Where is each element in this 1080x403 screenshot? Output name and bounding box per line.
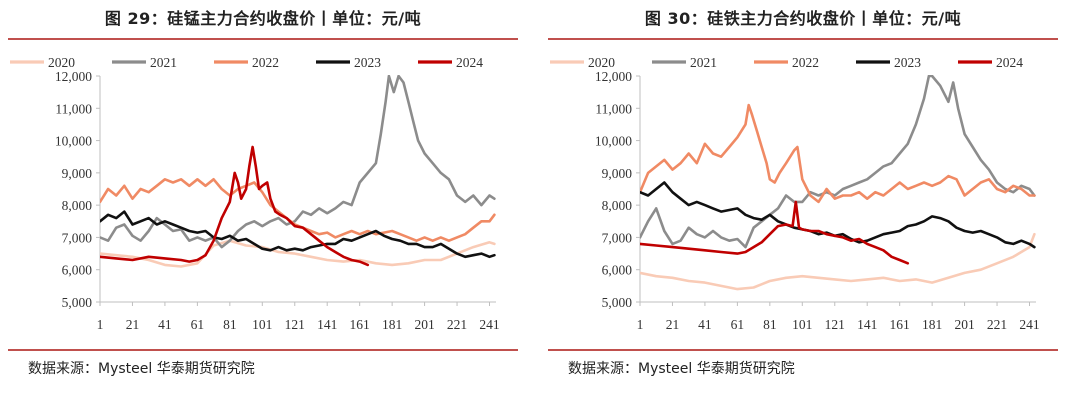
x-tick-label: 181: [382, 317, 402, 332]
x-tick-label: 1: [637, 317, 644, 332]
title-divider: [548, 38, 1058, 40]
x-tick-label: 101: [252, 317, 272, 332]
chart-title: 图 30：硅铁主力合约收盘价丨单位：元/吨: [644, 9, 962, 28]
x-tick-label: 141: [857, 317, 877, 332]
chart-title: 图 29：硅锰主力合约收盘价丨单位：元/吨: [104, 9, 422, 28]
series-line-2021: [100, 75, 496, 249]
y-tick-label: 5,000: [602, 295, 633, 310]
x-tick-label: 61: [731, 317, 745, 332]
series-line-2022: [640, 103, 1036, 204]
series-line-2023: [100, 210, 496, 259]
x-tick-label: 1: [97, 317, 104, 332]
y-tick-label: 9,000: [62, 166, 93, 181]
x-tick-label: 161: [350, 317, 370, 332]
y-tick-label: 8,000: [602, 198, 633, 213]
source-note: 数据来源：Mysteel 华泰期货研究院: [568, 361, 795, 377]
x-tick-label: 21: [126, 317, 140, 332]
legend-label: 2023: [894, 55, 921, 70]
legend-item-2021: 2021: [652, 55, 717, 70]
line-chart-ferrosilicon: 2020 2021 2022 2023 2024 5,000 6,000 7,000 8,000…: [550, 55, 1040, 332]
x-tick-label: 41: [158, 317, 172, 332]
chart-panel-silicon-manganese: 图 29：硅锰主力合约收盘价丨单位：元/吨 2020 2021 2022 2023 20…: [8, 0, 538, 403]
x-tick-label: 81: [223, 317, 237, 332]
series-line-2021: [640, 75, 1036, 249]
x-tick-label: 201: [414, 317, 434, 332]
y-tick-label: 12,000: [55, 69, 92, 84]
x-tick-label: 121: [285, 317, 305, 332]
y-tick-label: 6,000: [602, 263, 633, 278]
y-tick-label: 10,000: [55, 134, 92, 149]
x-tick-label: 221: [987, 317, 1007, 332]
y-tick-label: 6,000: [62, 263, 93, 278]
legend-label: 2022: [792, 55, 819, 70]
legend-label: 2021: [690, 55, 717, 70]
x-tick-label: 241: [479, 317, 499, 332]
x-tick-label: 241: [1019, 317, 1039, 332]
y-tick-label: 11,000: [595, 101, 632, 116]
source-divider: [8, 349, 518, 351]
x-tick-label: 201: [954, 317, 974, 332]
legend-item-2024: 2024: [418, 55, 483, 70]
y-tick-label: 12,000: [595, 69, 632, 84]
x-tick-label: 121: [825, 317, 845, 332]
x-tick-label: 81: [763, 317, 777, 332]
source-note: 数据来源：Mysteel 华泰期货研究院: [28, 361, 255, 377]
y-tick-label: 11,000: [55, 101, 92, 116]
x-tick-label: 161: [890, 317, 910, 332]
x-tick-label: 181: [922, 317, 942, 332]
series-line-2023: [640, 181, 1036, 249]
x-tick-label: 41: [698, 317, 712, 332]
source-divider: [548, 349, 1058, 351]
legend-label: 2022: [252, 55, 279, 70]
series-line-2020: [100, 239, 496, 268]
title-divider: [8, 38, 518, 40]
legend-item-2022: 2022: [214, 55, 279, 70]
legend-item-2023: 2023: [856, 55, 921, 70]
legend-item-2020: 2020: [550, 55, 615, 70]
legend-label: 2024: [996, 55, 1023, 70]
series-line-2024: [640, 200, 910, 265]
y-tick-label: 10,000: [595, 134, 632, 149]
series-line-2022: [100, 178, 496, 242]
x-tick-label: 21: [666, 317, 680, 332]
y-tick-label: 9,000: [602, 166, 633, 181]
legend-item-2021: 2021: [112, 55, 177, 70]
x-tick-label: 141: [317, 317, 337, 332]
y-tick-label: 8,000: [62, 198, 93, 213]
legend-label: 2020: [588, 55, 615, 70]
legend-item-2020: 2020: [10, 55, 75, 70]
legend-label: 2021: [150, 55, 177, 70]
series-line-2020: [640, 232, 1036, 291]
line-chart-silicon-manganese: 2020 2021 2022 2023 2024 5,000 6,000 7,000 8,000…: [10, 55, 500, 332]
x-tick-label: 101: [792, 317, 812, 332]
y-tick-label: 7,000: [62, 230, 93, 245]
series-line-2024: [100, 145, 370, 267]
legend-item-2022: 2022: [754, 55, 819, 70]
y-tick-label: 5,000: [62, 295, 93, 310]
legend-label: 2024: [456, 55, 483, 70]
legend-label: 2020: [48, 55, 75, 70]
x-tick-label: 221: [447, 317, 467, 332]
x-tick-label: 61: [191, 317, 205, 332]
y-tick-label: 7,000: [602, 230, 633, 245]
legend-item-2024: 2024: [958, 55, 1023, 70]
legend-item-2023: 2023: [316, 55, 381, 70]
chart-panel-ferrosilicon: 图 30：硅铁主力合约收盘价丨单位：元/吨 2020 2021 2022 2023 20…: [548, 0, 1078, 403]
legend-label: 2023: [354, 55, 381, 70]
